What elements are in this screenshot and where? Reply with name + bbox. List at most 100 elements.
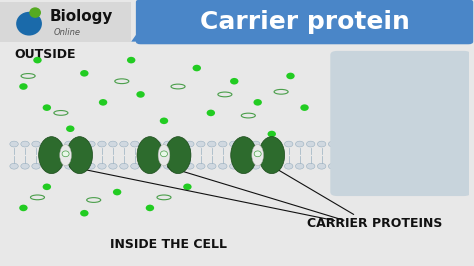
Ellipse shape (254, 99, 262, 106)
Text: CARRIER PROTEINS: CARRIER PROTEINS (307, 217, 443, 230)
Ellipse shape (273, 163, 282, 169)
Ellipse shape (263, 141, 271, 147)
Ellipse shape (197, 163, 205, 169)
Ellipse shape (65, 141, 73, 147)
Ellipse shape (43, 184, 51, 190)
Ellipse shape (252, 163, 260, 169)
Ellipse shape (259, 137, 284, 174)
Ellipse shape (164, 163, 172, 169)
Ellipse shape (301, 104, 309, 111)
Ellipse shape (229, 141, 238, 147)
Ellipse shape (142, 163, 150, 169)
Ellipse shape (230, 78, 238, 85)
Text: INSIDE THE CELL: INSIDE THE CELL (110, 238, 227, 251)
Ellipse shape (131, 141, 139, 147)
FancyBboxPatch shape (136, 0, 473, 44)
Ellipse shape (131, 163, 139, 169)
Ellipse shape (19, 83, 27, 90)
Ellipse shape (252, 141, 260, 147)
Ellipse shape (120, 163, 128, 169)
Ellipse shape (87, 163, 95, 169)
Ellipse shape (219, 163, 227, 169)
Ellipse shape (286, 73, 295, 79)
Text: Carrier protein: Carrier protein (200, 10, 410, 34)
Ellipse shape (43, 104, 51, 111)
Ellipse shape (21, 141, 29, 147)
Ellipse shape (137, 137, 163, 174)
Text: Biology: Biology (49, 9, 112, 24)
Ellipse shape (99, 99, 107, 106)
Ellipse shape (54, 141, 62, 147)
Ellipse shape (76, 163, 84, 169)
Ellipse shape (43, 141, 51, 147)
Ellipse shape (21, 163, 29, 169)
Ellipse shape (197, 141, 205, 147)
Ellipse shape (186, 163, 194, 169)
Ellipse shape (32, 163, 40, 169)
Ellipse shape (153, 141, 161, 147)
Ellipse shape (10, 163, 18, 169)
Ellipse shape (295, 163, 304, 169)
Ellipse shape (328, 163, 337, 169)
Ellipse shape (10, 141, 18, 147)
Ellipse shape (146, 205, 154, 211)
Ellipse shape (240, 163, 249, 169)
Ellipse shape (231, 137, 256, 174)
FancyBboxPatch shape (330, 51, 471, 196)
Ellipse shape (98, 141, 106, 147)
Ellipse shape (158, 145, 170, 166)
Ellipse shape (328, 141, 337, 147)
Ellipse shape (318, 141, 326, 147)
Ellipse shape (208, 163, 216, 169)
FancyBboxPatch shape (0, 2, 131, 42)
Ellipse shape (62, 151, 69, 157)
Polygon shape (131, 2, 468, 42)
Ellipse shape (67, 137, 92, 174)
Ellipse shape (142, 141, 150, 147)
Ellipse shape (284, 163, 293, 169)
Ellipse shape (65, 163, 73, 169)
Ellipse shape (16, 12, 42, 36)
Ellipse shape (295, 141, 304, 147)
Ellipse shape (207, 110, 215, 116)
Ellipse shape (54, 163, 62, 169)
Ellipse shape (219, 141, 227, 147)
Ellipse shape (32, 141, 40, 147)
Ellipse shape (109, 163, 117, 169)
Ellipse shape (60, 145, 72, 166)
Ellipse shape (137, 91, 145, 98)
Ellipse shape (208, 141, 216, 147)
Ellipse shape (183, 184, 191, 190)
Ellipse shape (43, 163, 51, 169)
Text: OUTSIDE: OUTSIDE (14, 48, 75, 61)
Ellipse shape (33, 57, 42, 63)
Ellipse shape (66, 126, 74, 132)
Ellipse shape (39, 137, 64, 174)
Ellipse shape (29, 7, 41, 18)
Ellipse shape (161, 151, 167, 157)
Ellipse shape (263, 163, 271, 169)
Ellipse shape (120, 141, 128, 147)
Ellipse shape (153, 163, 161, 169)
Ellipse shape (76, 141, 84, 147)
Ellipse shape (80, 210, 89, 217)
Ellipse shape (113, 189, 121, 196)
Ellipse shape (318, 163, 326, 169)
Ellipse shape (273, 141, 282, 147)
Ellipse shape (98, 163, 106, 169)
Ellipse shape (87, 141, 95, 147)
Ellipse shape (252, 145, 264, 166)
Text: Online: Online (54, 28, 81, 37)
Ellipse shape (165, 137, 191, 174)
Ellipse shape (192, 65, 201, 71)
Ellipse shape (186, 141, 194, 147)
Ellipse shape (19, 205, 27, 211)
Ellipse shape (229, 163, 238, 169)
Ellipse shape (174, 141, 183, 147)
Ellipse shape (174, 163, 183, 169)
Ellipse shape (254, 151, 261, 157)
Ellipse shape (164, 141, 172, 147)
Ellipse shape (307, 163, 315, 169)
Ellipse shape (284, 141, 293, 147)
Ellipse shape (240, 141, 249, 147)
